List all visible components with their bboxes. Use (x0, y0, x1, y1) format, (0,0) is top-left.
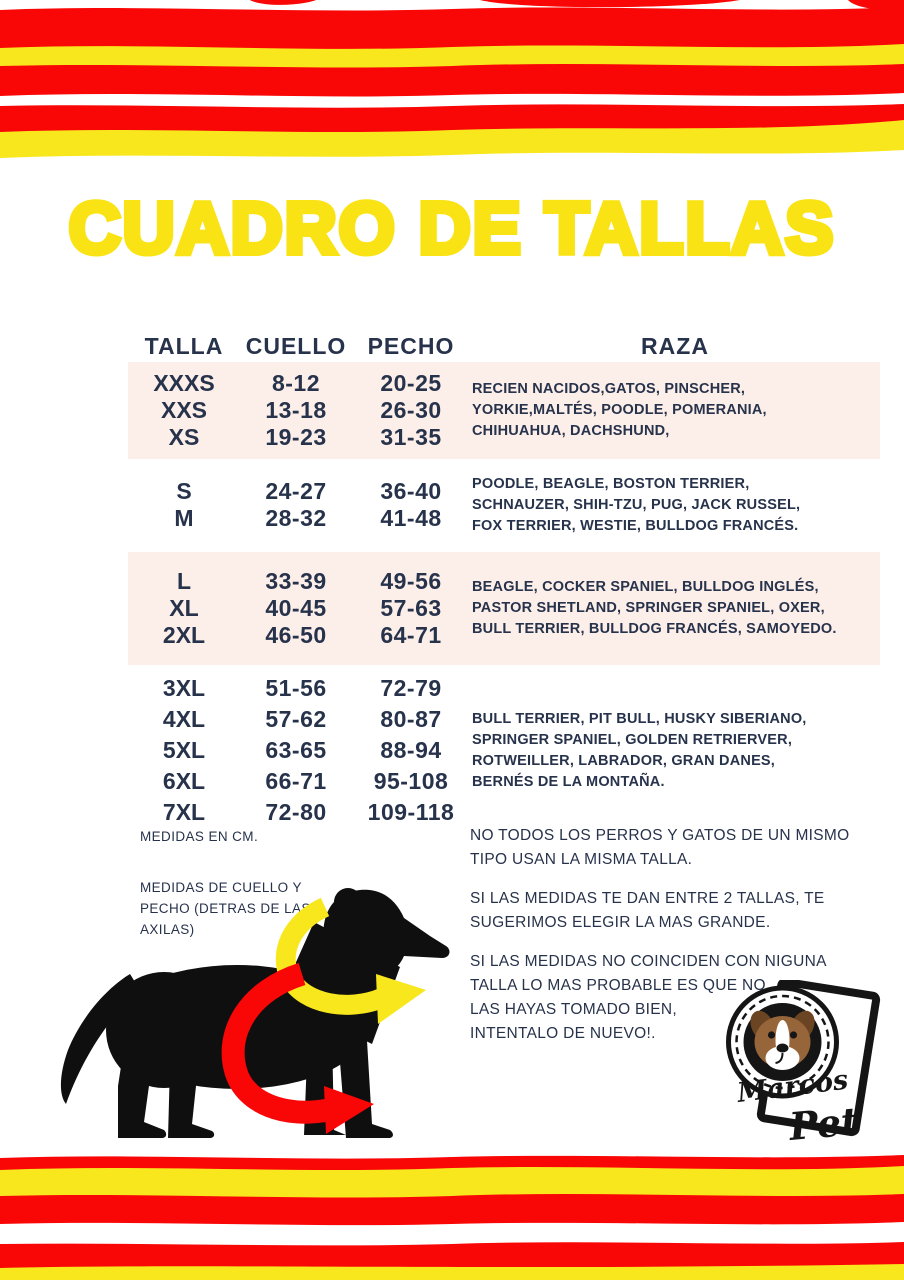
size-label: XL (169, 595, 199, 621)
chest-range: 41-48 (380, 505, 442, 531)
neck-range: 28-32 (265, 505, 327, 531)
note-line: TIPO USAN LA MISMA TALLA. (470, 851, 693, 868)
note-line: INTENTALO DE NUEVO!. (470, 1025, 656, 1042)
note-line: SUGERIMOS ELEGIR LA MAS GRANDE. (470, 914, 771, 931)
dog-ear-flap (328, 899, 356, 945)
neck-range: 40-45 (265, 595, 327, 621)
breed-list: POODLE, BEAGLE, BOSTON TERRIER, SCHNAUZE… (470, 474, 880, 537)
logo-text-pet: Pet (786, 1098, 860, 1149)
breed-line: YORKIE,MALTÉS, POODLE, POMERANIA, (472, 402, 767, 418)
dog-silhouette-illustration (60, 888, 450, 1138)
size-group-xxxs-xs: XXXS 8-12 20-25 XXS 13-18 26-30 XS 19-23… (128, 362, 880, 459)
chest-range: 64-71 (380, 622, 442, 648)
chest-range: 36-40 (380, 478, 442, 504)
dog-hind-leg (118, 1060, 167, 1138)
neck-range: 57-62 (265, 706, 327, 732)
note-line: PECHO (DETRAS DE LAS (140, 901, 311, 916)
breed-line: BERNÉS DE LA MONTAÑA. (472, 773, 665, 790)
note-line: SI LAS MEDIDAS NO COINCIDEN CON NIGUNA (470, 953, 827, 970)
breed-line: SPRINGER SPANIEL, GOLDEN RETRIERVER, (472, 731, 793, 748)
note-line: LAS HAYAS TOMADO BIEN, (470, 1001, 678, 1018)
size-group-3xl-7xl: 3XL 51-56 72-79 4XL 57-62 80-87 5XL 63-6… (128, 673, 880, 828)
chest-range: 26-30 (380, 397, 442, 423)
size-label: M (174, 505, 194, 531)
note-line: NO TODOS LOS PERROS Y GATOS DE UN MISMO (470, 827, 850, 844)
neck-range: 19-23 (265, 424, 327, 450)
neck-range: 33-39 (265, 568, 327, 594)
note-line: MEDIDAS DE CUELLO Y (140, 880, 302, 895)
marcos-pet-logo: Marcos Pet (726, 980, 881, 1149)
breed-line: FOX TERRIER, WESTIE, BULLDOG FRANCÉS. (472, 517, 799, 534)
breed-line: BULL TERRIER, BULLDOG FRANCÉS, SAMOYEDO. (472, 621, 837, 637)
chest-range: 72-79 (380, 675, 442, 701)
size-label: 2XL (162, 622, 206, 648)
dog-hind-leg-front (168, 1064, 215, 1138)
size-label: XXXS (153, 370, 215, 396)
size-label: 7XL (162, 799, 206, 825)
neck-range: 46-50 (265, 622, 327, 648)
top-stripes-decoration (0, 0, 904, 158)
note-line: SI LAS MEDIDAS TE DAN ENTRE 2 TALLAS, TE (470, 890, 825, 907)
breed-line: CHIHUAHUA, DACHSHUND, (472, 423, 670, 439)
breed-line: POODLE, BEAGLE, BOSTON TERRIER, (472, 475, 750, 492)
advice-paragraph: NO TODOS LOS PERROS Y GATOS DE UN MISMO … (470, 824, 904, 872)
neck-range: 72-80 (265, 799, 327, 825)
size-label: 6XL (162, 768, 206, 794)
breed-line: SCHNAUZER, SHIH-TZU, PUG, JACK RUSSEL, (472, 496, 801, 513)
advice-paragraph: SI LAS MEDIDAS TE DAN ENTRE 2 TALLAS, TE… (470, 887, 904, 935)
size-label: XS (168, 424, 200, 450)
neck-range: 8-12 (271, 370, 321, 396)
sizing-advice: NO TODOS LOS PERROS Y GATOS DE UN MISMO … (470, 824, 904, 1061)
advice-paragraph: SI LAS MEDIDAS NO COINCIDEN CON NIGUNA T… (470, 950, 904, 1046)
chest-range: 20-25 (380, 370, 442, 396)
size-group-l-2xl: L 33-39 49-56 XL 40-45 57-63 2XL 46-50 6… (128, 552, 880, 665)
neck-range: 66-71 (265, 768, 327, 794)
breed-line: BULL TERRIER, PIT BULL, HUSKY SIBERIANO, (472, 710, 807, 727)
breed-list: RECIEN NACIDOS,GATOS, PINSCHER, YORKIE,M… (470, 379, 880, 442)
breed-line: RECIEN NACIDOS,GATOS, PINSCHER, (472, 381, 746, 397)
units-note: MEDIDAS EN CM. (140, 826, 420, 847)
size-label: S (176, 478, 192, 504)
size-label: XXS (160, 397, 208, 423)
size-label: 5XL (162, 737, 206, 763)
header-cuello: CUELLO (245, 332, 347, 359)
note-line: AXILAS) (140, 922, 195, 937)
how-to-measure-note: MEDIDAS DE CUELLO Y PECHO (DETRAS DE LAS… (140, 877, 420, 940)
breed-list: BULL TERRIER, PIT BULL, HUSKY SIBERIANO,… (470, 709, 880, 793)
jack-russell-face-icon (750, 1010, 815, 1070)
chest-range: 109-118 (367, 799, 455, 825)
chest-range: 95-108 (373, 768, 449, 794)
chest-range: 49-56 (380, 568, 442, 594)
chest-range: 80-87 (380, 706, 442, 732)
neck-range: 51-56 (265, 675, 327, 701)
neck-range: 13-18 (265, 397, 327, 423)
header-raza: RAZA (641, 332, 709, 359)
header-pecho: PECHO (367, 332, 455, 359)
note-line: MEDIDAS EN CM. (140, 829, 259, 844)
size-label: 3XL (162, 675, 206, 701)
breed-line: BEAGLE, COCKER SPANIEL, BULLDOG INGLÉS, (472, 579, 819, 595)
size-label: L (176, 568, 192, 594)
size-table: TALLA CUELLO PECHO RAZA XXXS 8-12 20-25 … (128, 330, 880, 828)
size-label: 4XL (162, 706, 206, 732)
page-title: CUADRO DE TALLAS (66, 186, 837, 272)
chest-range: 57-63 (380, 595, 442, 621)
measurement-notes: MEDIDAS EN CM. MEDIDAS DE CUELLO Y PECHO… (140, 826, 420, 970)
size-group-s-m: S 24-27 36-40 M 28-32 41-48 POODLE, BEAG… (128, 476, 880, 534)
header-talla: TALLA (144, 332, 224, 359)
chest-range: 31-35 (380, 424, 442, 450)
breed-list: BEAGLE, COCKER SPANIEL, BULLDOG INGLÉS, … (470, 577, 880, 640)
dog-hip (106, 972, 222, 1088)
bottom-stripes-decoration (0, 1155, 904, 1280)
neck-range: 24-27 (265, 478, 327, 504)
neck-range: 63-65 (265, 737, 327, 763)
note-line: TALLA LO MAS PROBABLE ES QUE NO (470, 977, 766, 994)
breed-line: PASTOR SHETLAND, SPRINGER SPANIEL, OXER, (472, 600, 825, 616)
breed-line: ROTWEILLER, LABRADOR, GRAN DANES, (472, 752, 776, 769)
chest-measure-arrow (221, 963, 374, 1134)
chest-range: 88-94 (380, 737, 442, 763)
table-header-row: TALLA CUELLO PECHO RAZA (128, 330, 880, 362)
